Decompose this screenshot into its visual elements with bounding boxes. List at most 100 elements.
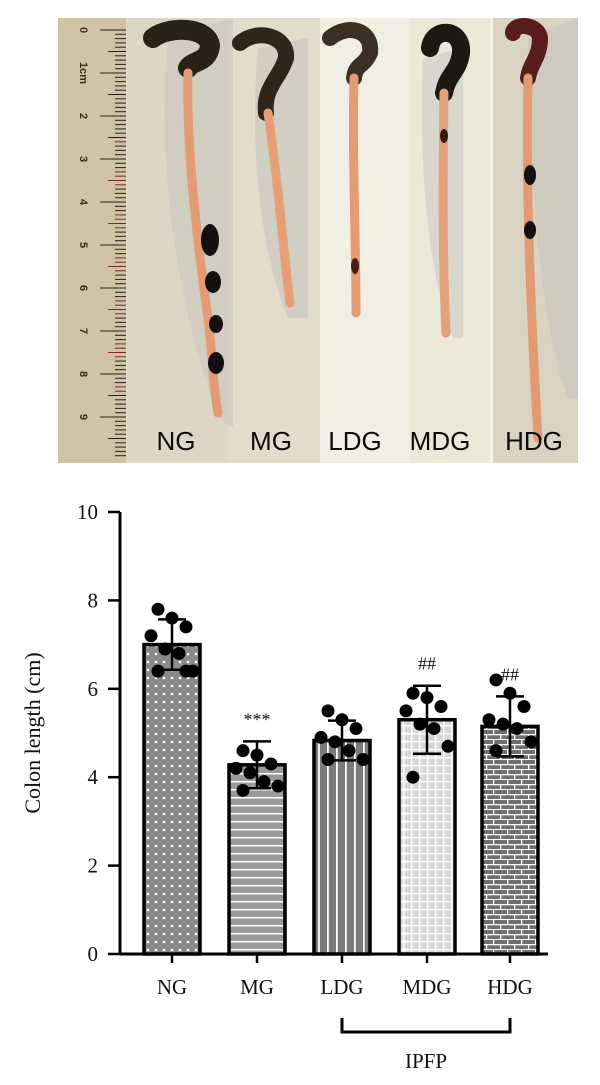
lane-ldg <box>320 18 410 463</box>
data-point <box>165 611 179 625</box>
significance-label: ## <box>501 664 519 684</box>
ruler-label: 0 <box>77 27 89 33</box>
significance-annotations: *** ## ## <box>244 654 520 730</box>
specimen-shadow <box>528 18 578 398</box>
ruler-ticks <box>100 29 126 457</box>
data-point <box>489 673 503 687</box>
data-point <box>314 730 328 744</box>
colon-photo: 0 1cm 2 3 4 5 6 7 8 9 <box>58 18 578 463</box>
data-point <box>482 713 496 727</box>
ruler-label: 5 <box>77 242 89 248</box>
x-tick-label: NG <box>157 975 187 999</box>
fecal-pellet <box>524 165 536 185</box>
photo-group-label: HDG <box>505 426 563 456</box>
error-bars <box>158 618 524 790</box>
colon-cecum <box>505 18 549 86</box>
colon-ng <box>183 68 223 418</box>
data-point <box>257 775 271 789</box>
data-point <box>496 717 510 731</box>
data-point <box>489 744 503 758</box>
data-point <box>434 699 448 713</box>
data-points <box>144 602 538 797</box>
data-point <box>271 779 285 793</box>
photo-group-label: MG <box>250 426 292 456</box>
data-point <box>179 664 193 678</box>
bar-ng <box>142 642 202 956</box>
x-tick-label: HDG <box>487 975 533 999</box>
colon-cecum <box>322 22 379 86</box>
bar-chart-panel: *** ## ## NG MG LDG MDG HDG 0 2 4 6 8 10 Colon length… <box>0 490 600 1085</box>
y-axis-title: Colon length (cm) <box>20 652 45 813</box>
data-point <box>144 629 158 643</box>
fecal-pellet <box>208 352 224 374</box>
data-point <box>413 717 427 731</box>
y-tick-label: 4 <box>88 765 99 789</box>
colon-cecum <box>232 27 294 121</box>
data-point <box>158 642 172 656</box>
x-tick-label: MDG <box>402 975 451 999</box>
y-tick-label: 2 <box>88 854 99 878</box>
data-point <box>517 699 531 713</box>
photo-group-label: LDG <box>328 426 381 456</box>
ruler-label: 1cm <box>77 62 89 84</box>
photo-group-label: NG <box>157 426 196 456</box>
fecal-pellet <box>440 129 448 143</box>
ruler-labels: 0 1cm 2 3 4 5 6 7 8 9 <box>77 27 89 420</box>
ruler-label: 7 <box>77 328 89 334</box>
photo-group-label: MDG <box>410 426 471 456</box>
y-tick-label: 10 <box>77 500 98 524</box>
data-point <box>524 735 538 749</box>
bar-mdg <box>397 717 457 956</box>
fecal-pellet <box>205 271 221 293</box>
data-point <box>264 757 278 771</box>
data-point <box>441 739 455 753</box>
fecal-pellet <box>201 224 219 256</box>
colon-mg <box>263 108 295 308</box>
data-point <box>151 602 165 616</box>
colon-photo-panel: 0 1cm 2 3 4 5 6 7 8 9 <box>58 18 578 463</box>
data-point <box>229 761 243 775</box>
x-tick-label: MG <box>240 975 274 999</box>
data-point <box>321 704 335 718</box>
data-point <box>406 686 420 700</box>
colon-ldg <box>348 73 361 318</box>
axes: NG MG LDG MDG HDG 0 2 4 6 8 10 Colon length (cm) <box>20 500 548 999</box>
data-point <box>399 704 413 718</box>
bar-ldg <box>312 738 372 956</box>
fecal-pellet <box>524 221 536 239</box>
ruler-label: 4 <box>77 199 89 206</box>
data-point <box>328 735 342 749</box>
significance-label: ## <box>418 654 436 674</box>
x-tick-label: LDG <box>320 975 363 999</box>
ipfp-bracket: IPFP <box>340 1018 512 1073</box>
fecal-pellet <box>351 258 359 274</box>
data-point <box>236 744 250 758</box>
ruler-label: 3 <box>77 156 89 162</box>
bracket-label: IPFP <box>405 1049 447 1073</box>
colon-cecum <box>421 23 470 102</box>
ruler-label: 2 <box>77 113 89 119</box>
data-point <box>179 620 193 634</box>
y-tick-label: 8 <box>88 588 99 612</box>
ruler-label: 8 <box>77 371 89 377</box>
data-point <box>342 744 356 758</box>
data-point <box>356 753 370 767</box>
bars <box>142 642 540 956</box>
colon-length-chart: *** ## ## NG MG LDG MDG HDG 0 2 4 6 8 10 Colon length… <box>20 500 548 1073</box>
y-tick-label: 0 <box>88 942 99 966</box>
data-point <box>236 783 250 797</box>
data-point <box>427 722 441 736</box>
fecal-pellet <box>209 315 223 333</box>
significance-label: *** <box>244 709 271 729</box>
colon-mdg <box>438 88 451 338</box>
ruler-label: 6 <box>77 285 89 291</box>
data-point <box>172 646 186 660</box>
data-point <box>151 664 165 678</box>
bracket-line <box>340 1018 512 1034</box>
ruler-label: 9 <box>77 414 89 420</box>
data-point <box>406 770 420 784</box>
bar-hdg <box>480 724 540 956</box>
data-point <box>243 766 257 780</box>
y-tick-label: 6 <box>88 677 99 701</box>
colon-cecum <box>143 19 221 78</box>
